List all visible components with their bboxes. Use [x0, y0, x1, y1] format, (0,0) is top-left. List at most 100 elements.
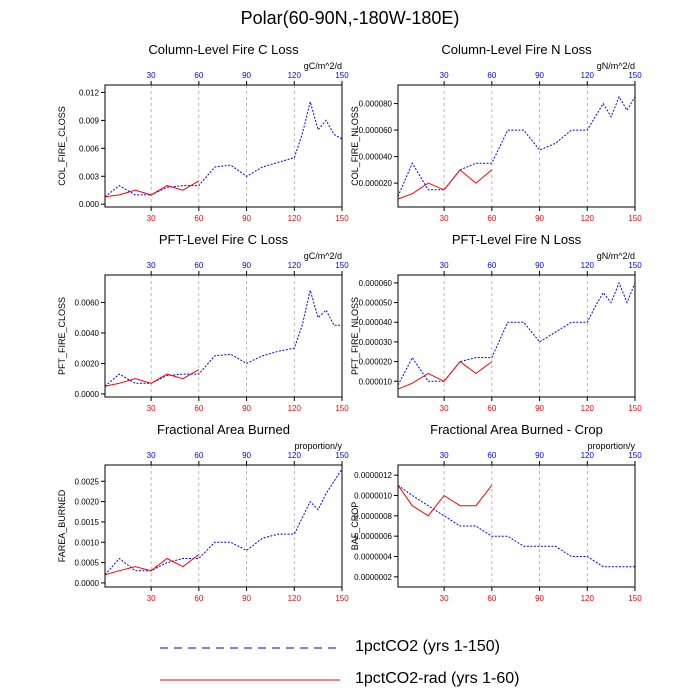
y-tick-label: 0.000030	[359, 338, 393, 347]
series-line-1pctco2-rad	[397, 484, 493, 517]
x-tick-label-top: 90	[242, 261, 251, 270]
x-tick-label-bottom: 150	[628, 214, 642, 223]
x-tick-label-bottom: 90	[242, 594, 251, 603]
y-axis-label: PFT_FIRE_NLOSS	[350, 297, 360, 375]
panel-title: Fractional Area Burned - Crop	[430, 422, 603, 437]
units-label: proportion/y	[294, 441, 342, 451]
x-tick-label-top: 60	[194, 451, 203, 460]
x-tick-label-top: 30	[147, 451, 156, 460]
legend	[160, 647, 340, 681]
y-tick-label: 0.012	[79, 88, 100, 97]
chart-panel-1: Column-Level Fire C Loss gC/m^2/d 30 60 90 12…	[57, 42, 349, 223]
x-tick-label-bottom: 150	[628, 594, 642, 603]
x-tick-label-top: 120	[288, 71, 302, 80]
plot-frame	[397, 84, 636, 208]
x-tick-label-top: 90	[535, 451, 544, 460]
y-axis-label: FAREA_BURNED	[57, 489, 67, 562]
panel-title: Column-Level Fire N Loss	[441, 42, 592, 57]
x-tick-label-bottom: 90	[242, 404, 251, 413]
x-tick-label-bottom: 60	[194, 214, 203, 223]
y-tick-label: 0.000060	[359, 126, 393, 135]
y-tick-label: 0.000020	[359, 179, 393, 188]
series-line-1pctco2	[104, 288, 342, 387]
x-tick-label-bottom: 60	[487, 594, 496, 603]
panel-title: Fractional Area Burned	[157, 422, 290, 437]
x-tick-label-top: 150	[335, 71, 349, 80]
x-tick-label-bottom: 90	[535, 214, 544, 223]
y-axis-label: PFT_FIRE_CLOSS	[57, 297, 67, 375]
units-label: gC/m^2/d	[304, 61, 342, 71]
panel-title: Column-Level Fire C Loss	[148, 42, 299, 57]
x-tick-label-top: 150	[628, 71, 642, 80]
legend-label-1pctco2: 1pctCO2 (yrs 1-150)	[355, 638, 500, 655]
y-tick-label: 0.009	[79, 116, 100, 125]
x-tick-label-bottom: 150	[335, 214, 349, 223]
y-tick-label: 0.0000008	[354, 512, 392, 521]
units-label: proportion/y	[587, 441, 635, 451]
panel-title: PFT-Level Fire C Loss	[159, 232, 289, 247]
x-tick-label-top: 150	[628, 451, 642, 460]
y-tick-label: 0.0000010	[354, 492, 392, 501]
x-tick-label-top: 60	[487, 71, 496, 80]
y-tick-label: 0.000050	[359, 299, 393, 308]
series-line-1pctco2-rad	[397, 360, 493, 390]
x-tick-label-top: 120	[288, 261, 302, 270]
x-tick-label-bottom: 90	[242, 214, 251, 223]
x-tick-label-top: 150	[628, 261, 642, 270]
x-tick-label-top: 90	[242, 451, 251, 460]
x-tick-label-top: 120	[581, 261, 595, 270]
y-axis-label: BAF_CROP	[350, 502, 360, 551]
plot-frame	[397, 464, 636, 588]
x-tick-label-top: 120	[288, 451, 302, 460]
x-tick-label-bottom: 30	[147, 214, 156, 223]
legend-label-1pctco2-rad: 1pctCO2-rad (yrs 1-60)	[355, 670, 520, 687]
y-tick-label: 0.0005	[75, 559, 100, 568]
x-tick-label-top: 60	[487, 451, 496, 460]
x-tick-label-bottom: 90	[535, 404, 544, 413]
units-label: gN/m^2/d	[597, 61, 635, 71]
x-tick-label-top: 90	[535, 261, 544, 270]
x-tick-label-bottom: 120	[581, 404, 595, 413]
y-tick-label: 0.000040	[359, 153, 393, 162]
x-tick-label-bottom: 60	[194, 404, 203, 413]
chart-panel-2: Column-Level Fire N Loss gN/m^2/d 30 60 90 12…	[350, 42, 642, 223]
plot-frame	[397, 274, 636, 398]
units-label: gN/m^2/d	[597, 251, 635, 261]
y-tick-label: 0.0000002	[354, 573, 392, 582]
x-tick-label-bottom: 120	[288, 404, 302, 413]
y-tick-label: 0.000010	[359, 377, 393, 386]
y-tick-label: 0.000080	[359, 100, 393, 109]
y-tick-label: 0.000040	[359, 318, 393, 327]
x-tick-label-bottom: 90	[535, 594, 544, 603]
y-tick-label: 0.000060	[359, 279, 393, 288]
x-tick-label-top: 90	[242, 71, 251, 80]
units-label: gC/m^2/d	[304, 251, 342, 261]
y-tick-label: 0.0060	[75, 298, 100, 307]
y-tick-label: 0.003	[79, 172, 100, 181]
y-tick-label: 0.0015	[75, 518, 100, 527]
x-tick-label-top: 30	[440, 451, 449, 460]
x-tick-label-top: 60	[194, 261, 203, 270]
figure-title: Polar(60-90N,-180W-180E)	[240, 8, 460, 28]
series-line-1pctco2	[397, 95, 636, 197]
x-tick-label-bottom: 120	[581, 594, 595, 603]
x-tick-label-bottom: 120	[288, 214, 302, 223]
x-tick-label-top: 30	[147, 71, 156, 80]
chart-panel-5: Fractional Area Burned proportion/y 30 60 90…	[57, 422, 349, 603]
chart-panel-4: PFT-Level Fire N Loss gN/m^2/d 30 60 90 120 15…	[350, 232, 642, 413]
series-line-1pctco2	[104, 468, 343, 576]
x-tick-label-top: 60	[194, 71, 203, 80]
series-line-1pctco2	[397, 281, 636, 386]
y-tick-label: 0.0000	[75, 390, 100, 399]
x-tick-label-bottom: 30	[440, 594, 449, 603]
x-tick-label-bottom: 120	[288, 594, 302, 603]
series-line-1pctco2-rad	[104, 180, 200, 198]
y-tick-label: 0.0000004	[354, 553, 392, 562]
x-tick-label-top: 90	[535, 71, 544, 80]
x-tick-label-top: 30	[440, 261, 449, 270]
y-axis-label: COL_FIRE_NLOSS	[350, 106, 360, 186]
series-line-1pctco2-rad	[104, 554, 200, 576]
x-tick-label-top: 60	[487, 261, 496, 270]
x-tick-label-bottom: 30	[440, 404, 449, 413]
